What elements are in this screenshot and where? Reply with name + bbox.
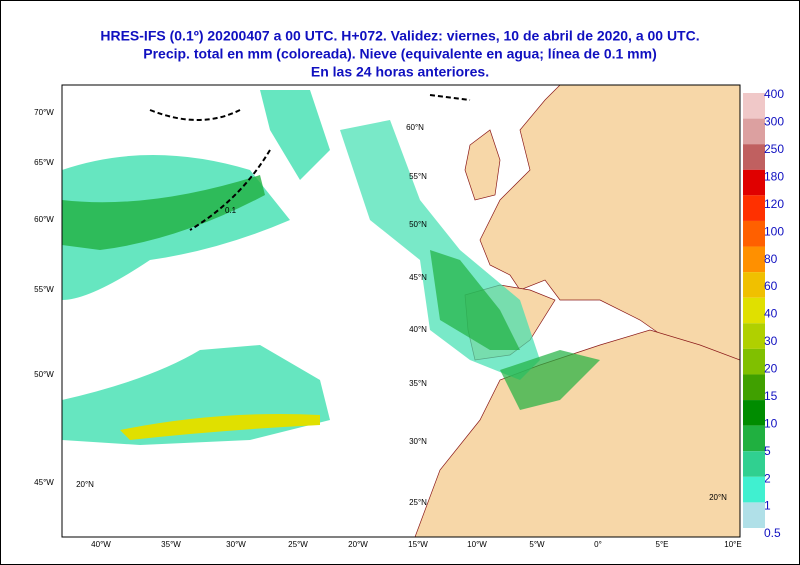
legend-swatch bbox=[743, 451, 765, 477]
lat-axis-label: 45°W bbox=[34, 478, 54, 487]
legend-swatch bbox=[743, 195, 765, 221]
lat-label: 45°N bbox=[409, 273, 427, 282]
lon-label: 15°W bbox=[408, 540, 428, 549]
lat-label: 25°N bbox=[409, 498, 427, 507]
legend-swatch bbox=[743, 144, 765, 170]
lon-label: 10°E bbox=[724, 540, 741, 549]
legend-label: 250 bbox=[764, 142, 784, 156]
lon-label: 30°W bbox=[226, 540, 246, 549]
precip-area bbox=[430, 250, 520, 350]
legend-swatch bbox=[743, 297, 765, 324]
subtitle: Precip. total en mm (coloreada). Nieve (… bbox=[143, 46, 657, 62]
legend-label: 120 bbox=[764, 197, 784, 211]
snow-contour bbox=[149, 94, 471, 231]
lat-label: 30°N bbox=[409, 437, 427, 446]
legend-label: 300 bbox=[764, 115, 784, 129]
lat-axis-label: 50°W bbox=[34, 370, 54, 379]
lon-label: 5°W bbox=[529, 540, 545, 549]
legend-swatch bbox=[743, 425, 765, 452]
lon-label: 20°W bbox=[348, 540, 368, 549]
lat-axis-label: 65°W bbox=[34, 158, 54, 167]
legend-label: 0.5 bbox=[764, 526, 781, 540]
legend-label: 10 bbox=[764, 416, 778, 430]
lat-axis-label: 55°W bbox=[34, 285, 54, 294]
lon-label: 0° bbox=[594, 540, 602, 549]
legend-label: 80 bbox=[764, 252, 778, 266]
lat-label: 55°N bbox=[409, 172, 427, 181]
subtitle: En las 24 horas anteriores. bbox=[311, 64, 489, 80]
legend-label: 40 bbox=[764, 307, 778, 321]
legend-label: 100 bbox=[764, 224, 784, 238]
legend-label: 400 bbox=[764, 87, 784, 101]
lat-axis-label: 70°W bbox=[34, 108, 54, 117]
legend-swatch bbox=[743, 348, 765, 375]
legend-label: 2 bbox=[764, 471, 771, 485]
legend-swatch bbox=[743, 374, 765, 401]
legend-label: 20 bbox=[764, 362, 778, 376]
legend-swatch bbox=[743, 220, 765, 247]
legend-label: 1 bbox=[764, 499, 771, 513]
lon-label: 40°W bbox=[91, 540, 111, 549]
legend-label: 5 bbox=[764, 444, 771, 458]
map-border bbox=[61, 84, 741, 538]
legend-swatch bbox=[743, 272, 765, 298]
legend-swatch bbox=[743, 246, 765, 273]
precip-area bbox=[62, 175, 265, 250]
legend: 400 300 250 180 120 100 80 60 40 30 20 15 10 5 2 1 0.5 bbox=[743, 87, 784, 540]
precip-area bbox=[500, 350, 600, 410]
map-labels: 40°W 35°W 30°W 25°W 20°W 15°W 10°W 5°W 0° 5°E 10°E… bbox=[34, 108, 742, 549]
legend-swatch bbox=[743, 169, 765, 196]
legend-swatch bbox=[743, 118, 765, 145]
legend-swatch bbox=[743, 502, 765, 528]
lat-label: 50°N bbox=[409, 220, 427, 229]
legend-swatch bbox=[743, 323, 765, 349]
legend-swatch bbox=[743, 476, 765, 503]
legend-label: 15 bbox=[764, 389, 778, 403]
lon-label: 10°W bbox=[467, 540, 487, 549]
legend-label: 180 bbox=[764, 169, 784, 183]
lon-label: 5°E bbox=[656, 540, 669, 549]
corner-label: 20°N bbox=[709, 493, 727, 502]
legend-swatch bbox=[743, 400, 765, 426]
lat-axis-label: 60°W bbox=[34, 215, 54, 224]
lon-label: 35°W bbox=[161, 540, 181, 549]
lat-label: 35°N bbox=[409, 379, 427, 388]
legend-label: 60 bbox=[764, 279, 778, 293]
lat-label: 60°N bbox=[406, 123, 424, 132]
legend-swatch bbox=[743, 93, 765, 119]
contour-label: 0.1 bbox=[225, 206, 237, 215]
britain bbox=[464, 129, 501, 201]
africa bbox=[414, 329, 740, 537]
corner-label: 20°N bbox=[76, 480, 94, 489]
map: 0.1 bbox=[61, 84, 741, 538]
legend-label: 30 bbox=[764, 334, 778, 348]
lat-label: 40°N bbox=[409, 325, 427, 334]
title: HRES-IFS (0.1º) 20200407 a 00 UTC. H+072… bbox=[100, 28, 699, 44]
lon-label: 25°W bbox=[288, 540, 308, 549]
precip-core bbox=[120, 414, 320, 440]
precip-area bbox=[260, 90, 330, 180]
